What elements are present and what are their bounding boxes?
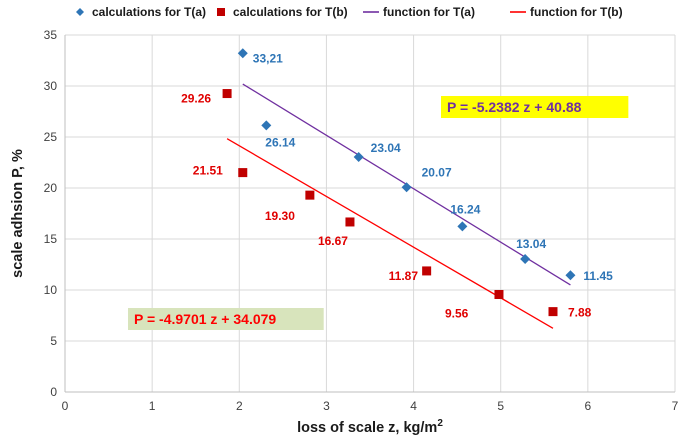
marker-calculations-for-t-a bbox=[237, 48, 248, 59]
marker-calculations-for-t-b bbox=[494, 289, 504, 299]
equation-text: P = -4.9701 z + 34.079 bbox=[134, 311, 276, 327]
data-label-calculations-for-t-b: 19.30 bbox=[265, 209, 295, 223]
equation-box bbox=[128, 308, 324, 330]
x-axis-title-superscript: 2 bbox=[437, 418, 443, 429]
data-labels: 33,21 26.14 23.04 20.07 16.24 13.04 11.45 29.26… bbox=[181, 51, 613, 320]
data-label-calculations-for-t-b: 29.26 bbox=[181, 92, 211, 106]
legend-label: calculations for T(a) bbox=[92, 5, 206, 19]
data-label-calculations-for-t-a: 16.24 bbox=[450, 202, 480, 216]
x-tick-label: 0 bbox=[62, 399, 69, 413]
data-label-calculations-for-t-b: 7.88 bbox=[568, 306, 592, 320]
gridlines bbox=[65, 34, 676, 392]
legend-diamond-swatch bbox=[76, 8, 84, 16]
x-tick-label: 4 bbox=[410, 399, 417, 413]
x-axis-title-text: loss of scale z, kg/m bbox=[297, 420, 437, 436]
data-label-calculations-for-t-a: 33,21 bbox=[253, 51, 283, 65]
y-tick-label: 15 bbox=[44, 232, 58, 246]
legend-label: function for T(b) bbox=[530, 5, 623, 19]
marker-calculations-for-t-b bbox=[305, 190, 315, 200]
x-tick-label: 6 bbox=[585, 399, 592, 413]
y-tick-label: 35 bbox=[44, 28, 58, 42]
data-label-calculations-for-t-b: 11.87 bbox=[389, 269, 419, 283]
data-label-calculations-for-t-a: 11.45 bbox=[583, 269, 613, 283]
y-axis-title: scale adhsion P, % bbox=[10, 149, 26, 278]
axes bbox=[64, 35, 675, 393]
marker-calculations-for-t-b bbox=[548, 307, 558, 317]
marker-calculations-for-t-a bbox=[565, 270, 576, 281]
data-label-calculations-for-t-a: 13.04 bbox=[516, 237, 546, 251]
marker-calculations-for-t-b bbox=[345, 217, 355, 227]
legend-label: calculations for T(b) bbox=[233, 5, 348, 19]
data-label-calculations-for-t-b: 9.56 bbox=[445, 306, 469, 320]
y-tick-label: 25 bbox=[44, 130, 58, 144]
equation-box bbox=[441, 96, 629, 118]
equations: P = -5.2382 z + 40.88 P = -4.9701 z + 34.… bbox=[128, 96, 629, 330]
y-tick-labels: 0 5 10 15 20 25 30 35 bbox=[44, 28, 58, 399]
equation-text: P = -5.2382 z + 40.88 bbox=[447, 99, 582, 115]
y-tick-label: 20 bbox=[44, 181, 58, 195]
y-tick-label: 0 bbox=[50, 385, 57, 399]
legend-square-swatch bbox=[217, 8, 225, 16]
marker-calculations-for-t-a bbox=[261, 120, 272, 131]
marker-calculations-for-t-b bbox=[238, 168, 248, 178]
x-tick-labels: 0 1 2 3 4 5 6 7 bbox=[62, 399, 679, 413]
x-tick-label: 2 bbox=[236, 399, 243, 413]
marker-calculations-for-t-a bbox=[353, 151, 364, 162]
x-tick-label: 7 bbox=[672, 399, 679, 413]
data-label-calculations-for-t-a: 26.14 bbox=[265, 135, 295, 149]
x-tick-label: 3 bbox=[323, 399, 330, 413]
x-tick-label: 5 bbox=[497, 399, 504, 413]
data-label-calculations-for-t-b: 21.51 bbox=[193, 164, 223, 178]
marker-calculations-for-t-b bbox=[222, 89, 232, 99]
y-tick-label: 30 bbox=[44, 79, 58, 93]
marker-calculations-for-t-b bbox=[422, 266, 432, 276]
x-tick-label: 1 bbox=[149, 399, 156, 413]
x-axis-title: loss of scale z, kg/m2 bbox=[297, 418, 443, 436]
data-markers bbox=[222, 48, 576, 317]
data-label-calculations-for-t-a: 20.07 bbox=[422, 165, 452, 179]
y-tick-label: 10 bbox=[44, 283, 58, 297]
y-tick-label: 5 bbox=[50, 334, 57, 348]
legend-label: function for T(a) bbox=[383, 5, 475, 19]
marker-calculations-for-t-a bbox=[401, 182, 412, 193]
data-label-calculations-for-t-b: 16.67 bbox=[318, 234, 348, 248]
marker-calculations-for-t-a bbox=[520, 253, 531, 264]
data-label-calculations-for-t-a: 23.04 bbox=[371, 141, 401, 155]
marker-calculations-for-t-a bbox=[457, 221, 468, 232]
legend: calculations for T(a) calculations for T(… bbox=[76, 5, 623, 19]
